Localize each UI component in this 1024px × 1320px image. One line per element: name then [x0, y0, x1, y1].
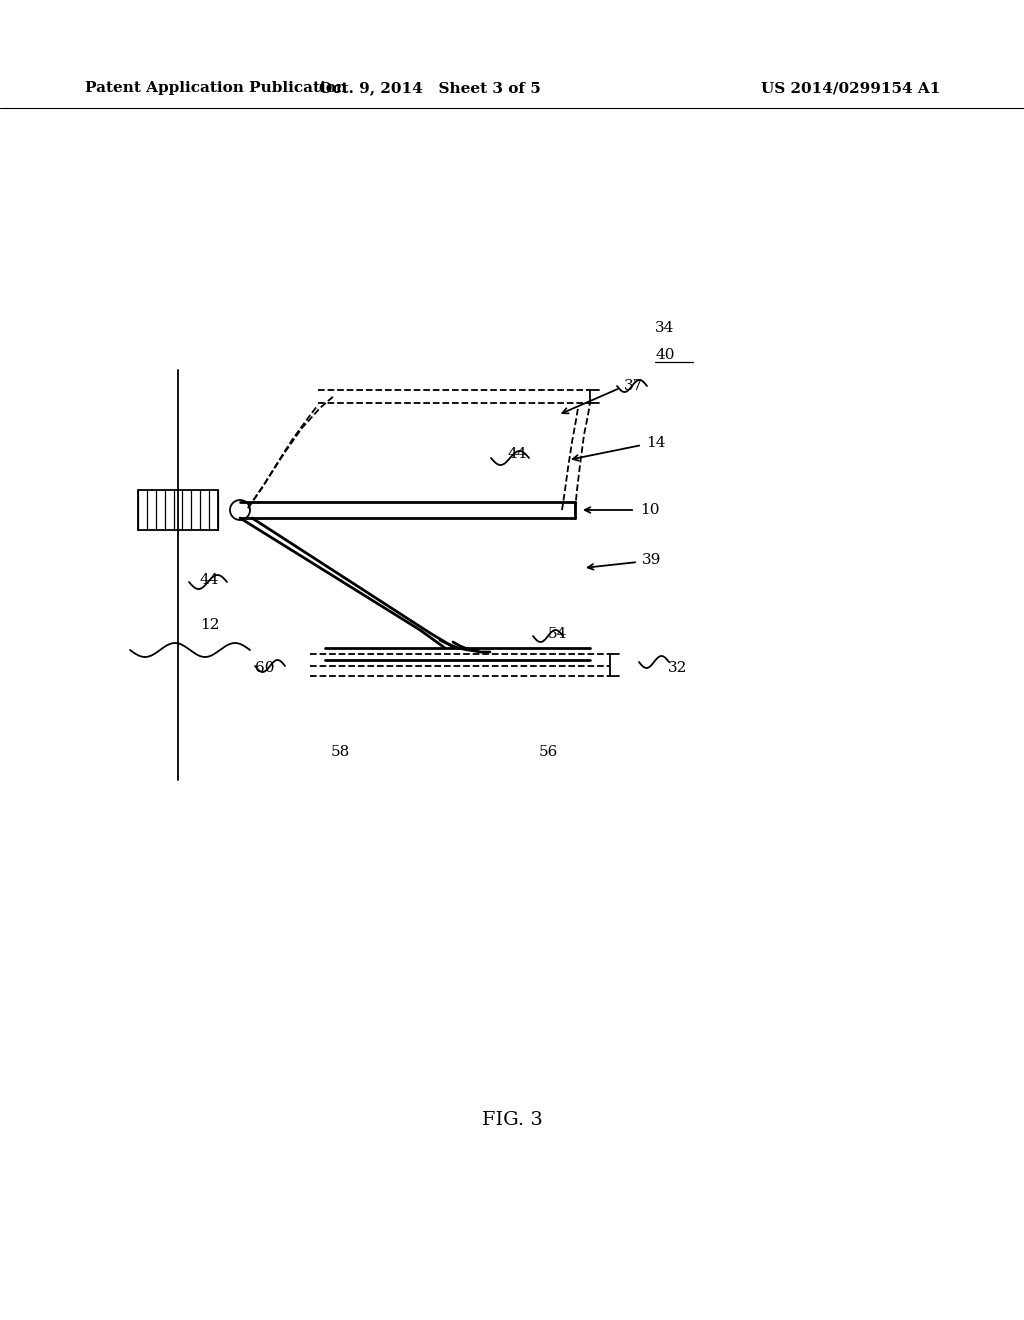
Text: 60: 60 — [255, 661, 274, 675]
Text: 39: 39 — [642, 553, 662, 568]
Text: Oct. 9, 2014   Sheet 3 of 5: Oct. 9, 2014 Sheet 3 of 5 — [319, 81, 541, 95]
Text: 40: 40 — [655, 348, 675, 362]
Bar — [138, 490, 218, 531]
Text: 56: 56 — [539, 744, 558, 759]
Text: 37: 37 — [624, 379, 643, 393]
Text: 32: 32 — [668, 661, 687, 675]
Text: 12: 12 — [200, 618, 219, 632]
Text: 54: 54 — [548, 627, 567, 642]
Text: FIG. 3: FIG. 3 — [481, 1111, 543, 1129]
Text: 34: 34 — [655, 321, 675, 335]
Text: 44: 44 — [508, 447, 527, 461]
Text: 44: 44 — [200, 573, 219, 587]
Text: Patent Application Publication: Patent Application Publication — [85, 81, 347, 95]
Text: 10: 10 — [640, 503, 659, 517]
Text: US 2014/0299154 A1: US 2014/0299154 A1 — [761, 81, 940, 95]
Text: 58: 58 — [331, 744, 349, 759]
Text: 14: 14 — [646, 436, 666, 450]
